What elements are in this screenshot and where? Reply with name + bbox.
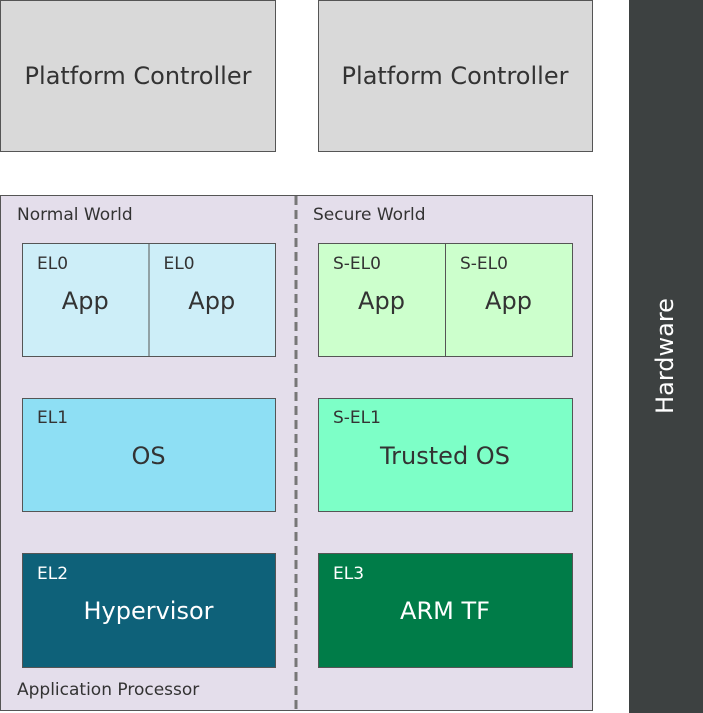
app-label: App [485,287,532,315]
app-label: App [358,287,405,315]
bottom-label: ARM TF [400,597,490,625]
os-label: OS [131,442,165,470]
world-label: Normal World [17,205,133,225]
app-box [148,243,276,357]
hardware-bar [629,0,703,713]
bottom-box [22,553,276,668]
os-box [22,398,276,512]
platform-controller-box [318,0,593,152]
worlds: EL0 App EL0 App EL1 OS EL2 Hypervisor S-EL0 App S-… [22,243,573,668]
bottom-box [318,553,573,668]
bottom-label: Hypervisor [83,597,213,625]
level-label: S-EL0 [333,254,381,274]
world-label: Secure World [313,205,426,225]
platform-controller-label: Platform Controller [25,62,252,90]
hardware-label: Hardware [651,298,679,414]
processor-label: Application Processor [17,680,199,700]
level-label: S-EL0 [460,254,508,274]
level-label: EL2 [37,564,68,584]
app-box [445,243,573,357]
platform-controller-box [0,0,276,152]
level-label: EL0 [164,254,195,274]
os-box [318,398,573,512]
platform-controller-label: Platform Controller [342,62,569,90]
level-label: S-EL1 [333,408,381,428]
app-box [318,243,446,357]
level-label: EL1 [37,408,68,428]
level-label: EL0 [37,254,68,274]
level-label: EL3 [333,564,364,584]
app-box [22,243,150,357]
app-label: App [188,287,235,315]
app-label: App [62,287,109,315]
os-label: Trusted OS [379,442,510,470]
